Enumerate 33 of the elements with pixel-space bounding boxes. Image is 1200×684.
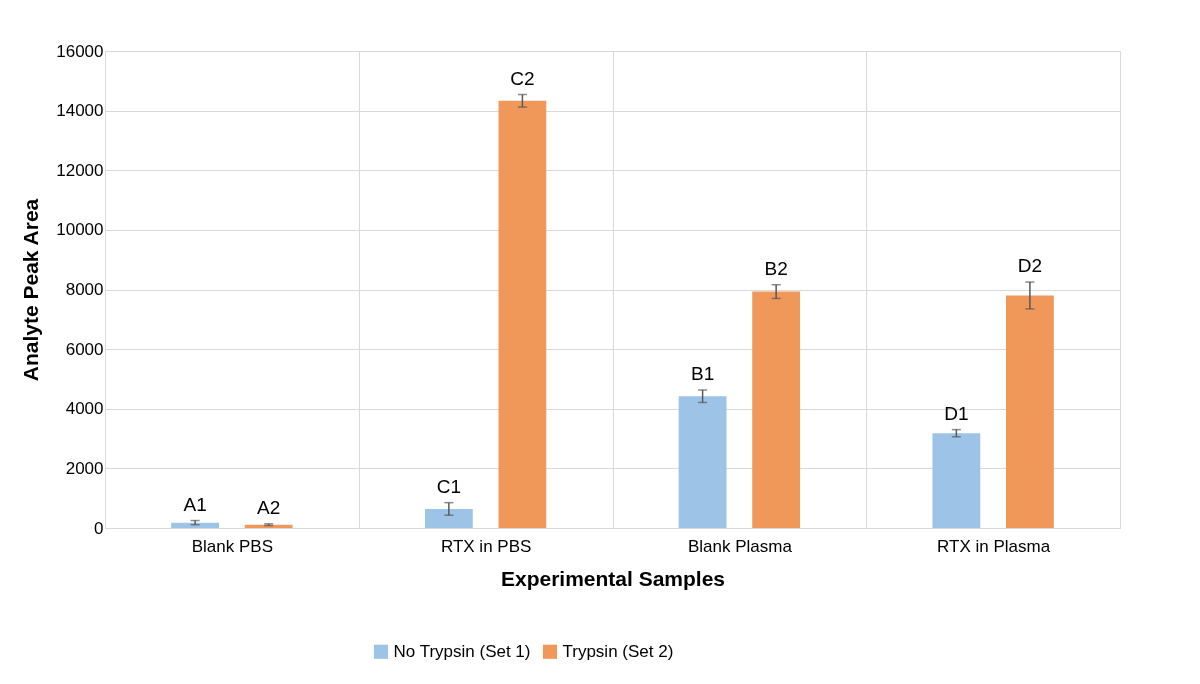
data-label: C2 <box>510 67 535 89</box>
y-tick-label: 16000 <box>56 41 104 61</box>
y-tick-label: 2000 <box>65 458 104 478</box>
bar <box>498 100 547 528</box>
y-tick-label: 6000 <box>65 339 104 359</box>
x-tick-label: RTX in Plasma <box>937 536 1051 556</box>
y-tick-label: 0 <box>94 518 104 538</box>
x-axis-title: Experimental Samples <box>500 566 726 590</box>
data-label: A1 <box>183 493 207 515</box>
data-label: D2 <box>1017 255 1043 277</box>
data-label: A2 <box>257 496 281 518</box>
legend-label: Trypsin (Set 2) <box>562 641 674 661</box>
bar <box>244 524 293 528</box>
data-label: C1 <box>436 475 461 497</box>
data-label: B2 <box>764 257 788 279</box>
x-tick-label: Blank Plasma <box>687 536 793 556</box>
bar <box>752 291 801 528</box>
y-tick-label: 12000 <box>56 160 104 180</box>
legend-label: No Trypsin (Set 1) <box>393 641 531 661</box>
bar <box>932 433 981 528</box>
bar <box>678 396 727 528</box>
bar <box>1006 295 1054 528</box>
x-tick-label: RTX in PBS <box>440 536 532 556</box>
bar <box>171 522 219 528</box>
y-tick-label: 10000 <box>56 220 104 240</box>
data-label: D1 <box>944 402 969 424</box>
x-tick-label: Blank PBS <box>191 536 274 556</box>
y-axis-title: Analyte Peak Area <box>19 198 43 382</box>
bar <box>424 508 473 528</box>
y-tick-label: 8000 <box>65 280 104 299</box>
y-tick-label: 4000 <box>65 399 104 419</box>
data-label: B1 <box>690 362 715 384</box>
y-tick-label: 14000 <box>56 101 104 121</box>
